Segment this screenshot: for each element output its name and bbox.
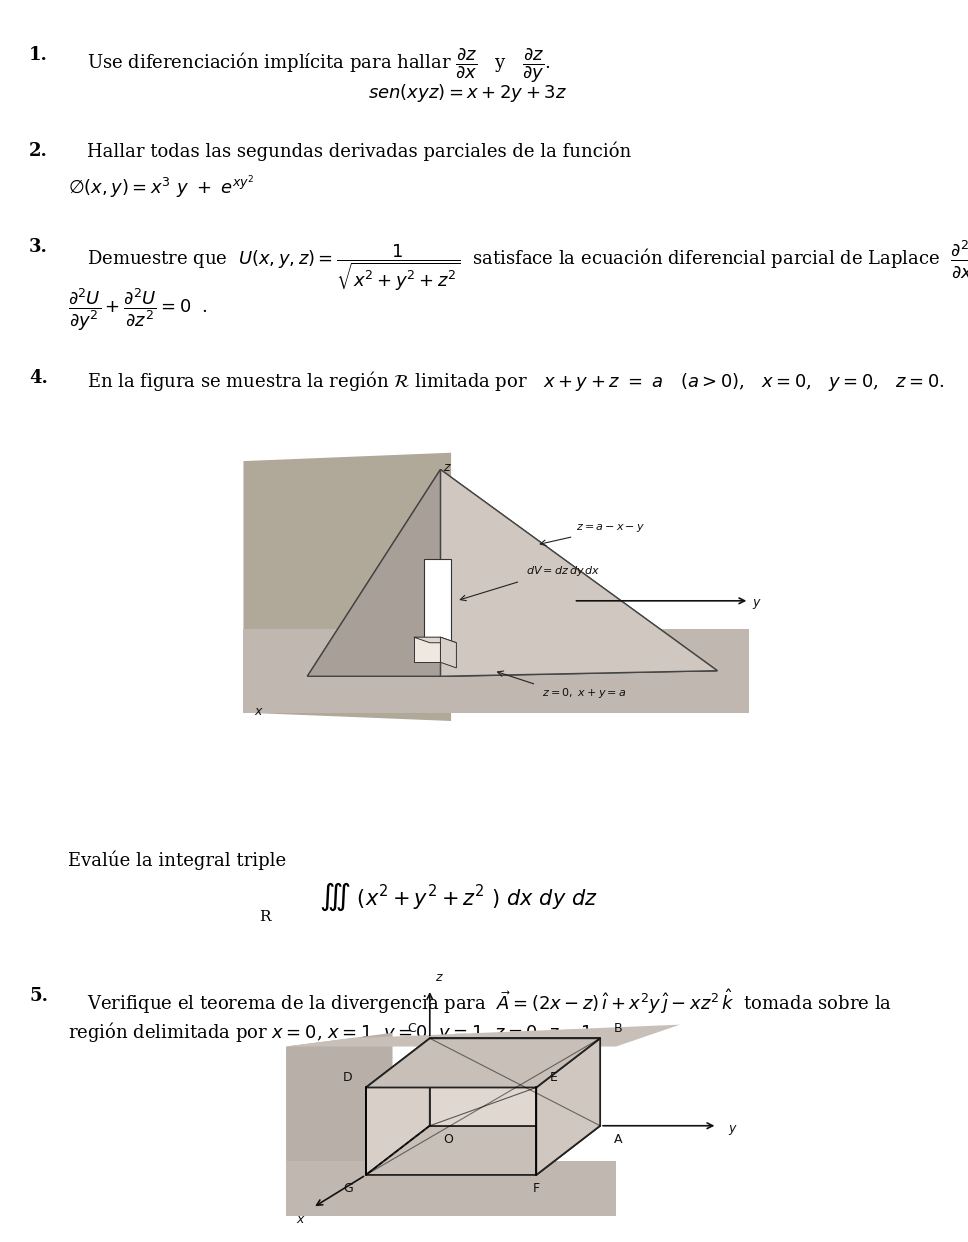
Text: O: O: [443, 1133, 453, 1145]
Polygon shape: [430, 1038, 600, 1125]
Text: A: A: [614, 1133, 622, 1145]
Polygon shape: [308, 469, 440, 676]
Text: $sen(xyz) = x + 2y + 3z$: $sen(xyz) = x + 2y + 3z$: [368, 82, 567, 104]
Polygon shape: [366, 1125, 600, 1175]
Text: Hallar todas las segundas derivadas parciales de la función: Hallar todas las segundas derivadas parc…: [87, 142, 631, 161]
Polygon shape: [440, 637, 457, 668]
Text: E: E: [550, 1071, 558, 1084]
Text: 3.: 3.: [29, 238, 47, 256]
Text: z: z: [436, 971, 441, 984]
Polygon shape: [414, 637, 457, 643]
Text: Use diferenciación implícita para hallar $\dfrac{\partial z}{\partial x}$   y   : Use diferenciación implícita para hallar…: [87, 46, 551, 84]
Text: Evalúe la integral triple: Evalúe la integral triple: [68, 851, 286, 871]
Text: 2.: 2.: [29, 142, 47, 159]
Text: x: x: [254, 705, 261, 718]
Polygon shape: [414, 637, 440, 662]
Polygon shape: [287, 1025, 680, 1047]
Text: C: C: [408, 1022, 416, 1035]
Text: y: y: [728, 1122, 736, 1135]
Text: En la figura se muestra la región $\mathcal{R}$ limitada por   $x + y + z\ =\ a$: En la figura se muestra la región $\math…: [87, 369, 945, 392]
Text: 5.: 5.: [29, 987, 48, 1005]
Text: región delimitada por $x{=}0$, $x{=}1$, $y{=}0$, $y{=}1$, $z{=}0$, $z{=}1$.: región delimitada por $x{=}0$, $x{=}1$, …: [68, 1020, 597, 1043]
Text: $\varnothing(x, y) = x^3\ y\ +\ e^{x y^2}$: $\varnothing(x, y) = x^3\ y\ +\ e^{x y^2…: [68, 174, 255, 201]
Text: x: x: [296, 1213, 304, 1226]
Text: $dV = dz\,dy\,dx$: $dV = dz\,dy\,dx$: [526, 564, 600, 579]
Text: G: G: [343, 1182, 352, 1195]
Polygon shape: [366, 1038, 430, 1175]
Polygon shape: [425, 559, 451, 657]
Polygon shape: [366, 1038, 600, 1088]
Polygon shape: [287, 1161, 616, 1216]
Text: Demuestre que  $U(x,y,z) = \dfrac{1}{\sqrt{x^2+y^2+z^2}}$  satisface la ecuación: Demuestre que $U(x,y,z) = \dfrac{1}{\sqr…: [87, 238, 968, 293]
Text: 1.: 1.: [29, 46, 47, 63]
Text: z: z: [443, 461, 449, 474]
Text: Verifique el teorema de la divergencia para  $\vec{A} = (2x-z)\,\hat{\imath} + x: Verifique el teorema de la divergencia p…: [87, 987, 892, 1016]
Polygon shape: [244, 452, 451, 720]
Text: F: F: [532, 1182, 540, 1195]
Polygon shape: [244, 628, 749, 713]
Text: y: y: [752, 596, 759, 609]
Text: $\iiint\ (x^2 + y^2 + z^2\ )\ dx\ dy\ dz$: $\iiint\ (x^2 + y^2 + z^2\ )\ dx\ dy\ dz…: [319, 881, 598, 913]
Text: D: D: [343, 1071, 352, 1084]
Text: 4.: 4.: [29, 369, 47, 386]
Polygon shape: [287, 1033, 393, 1216]
Text: $z=0,\ x+y=a$: $z=0,\ x+y=a$: [542, 686, 626, 700]
Polygon shape: [536, 1038, 600, 1175]
Text: B: B: [614, 1022, 622, 1035]
Text: $z = a-x-y$: $z = a-x-y$: [576, 522, 645, 534]
Polygon shape: [308, 469, 717, 676]
Text: R: R: [259, 910, 271, 924]
Polygon shape: [308, 671, 717, 676]
Polygon shape: [440, 469, 717, 676]
Text: $\dfrac{\partial^2 U}{\partial y^2} + \dfrac{\partial^2 U}{\partial z^2} = 0$  .: $\dfrac{\partial^2 U}{\partial y^2} + \d…: [68, 286, 208, 333]
